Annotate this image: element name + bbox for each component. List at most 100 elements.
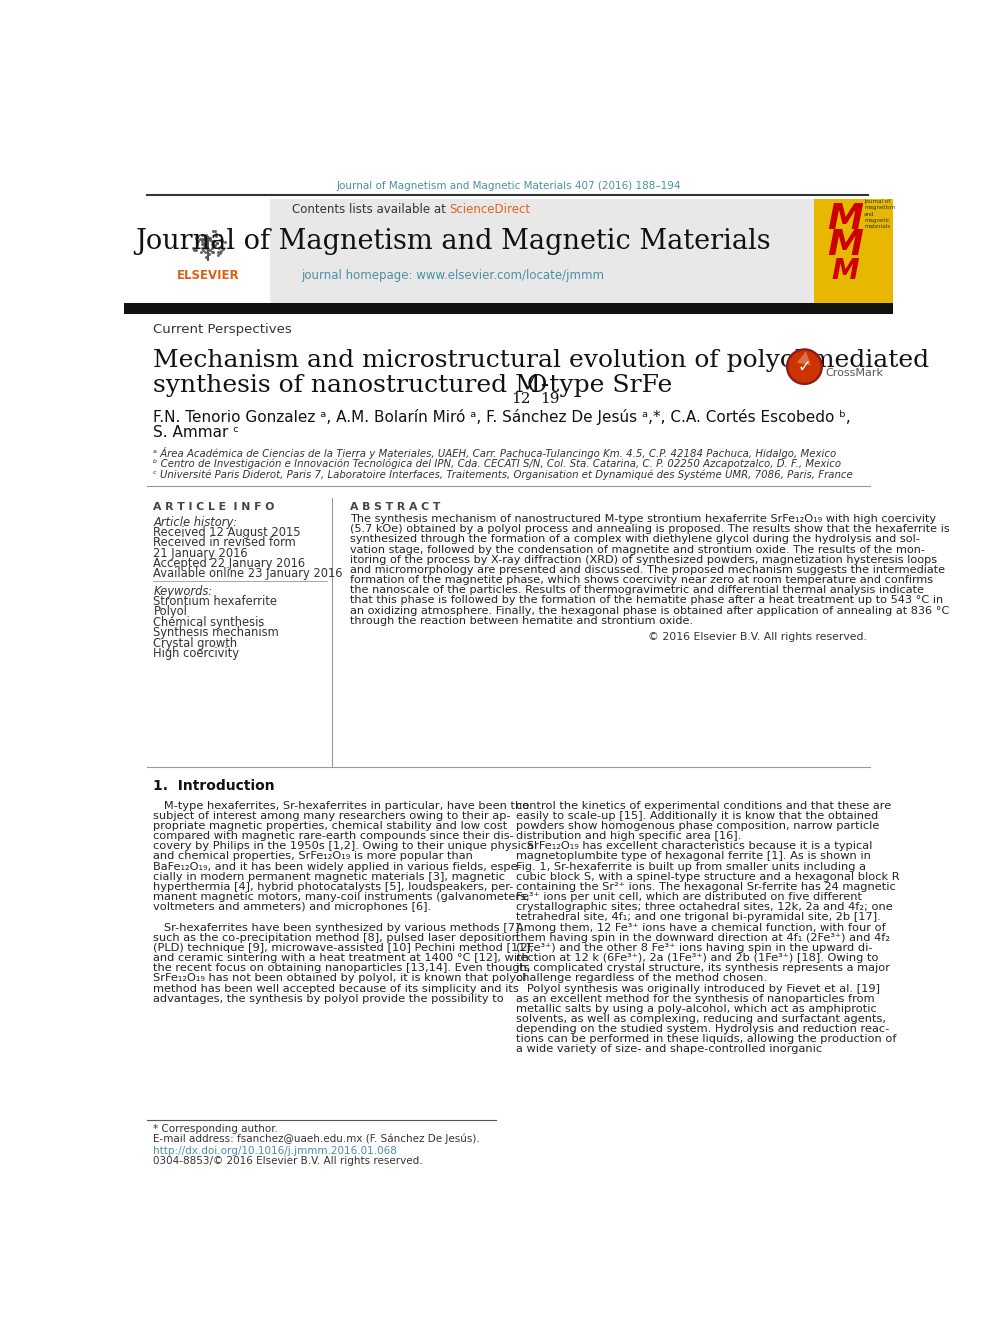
Point	[188, 239, 204, 261]
Point	[217, 232, 233, 253]
Text: propriate magnetic properties, chemical stability and low cost: propriate magnetic properties, chemical …	[154, 820, 508, 831]
Point	[201, 228, 217, 249]
Point	[188, 233, 204, 254]
Text: crystallographic sites; three octahedral sites, 12k, 2a and 4f₂; one: crystallographic sites; three octahedral…	[516, 902, 893, 912]
Text: through the reaction between hematite and strontium oxide.: through the reaction between hematite an…	[350, 615, 693, 626]
Text: advantages, the synthesis by polyol provide the possibility to: advantages, the synthesis by polyol prov…	[154, 994, 504, 1004]
Text: the nanoscale of the particles. Results of thermogravimetric and differential th: the nanoscale of the particles. Results …	[350, 585, 925, 595]
Text: Received in revised form: Received in revised form	[154, 537, 297, 549]
Text: Received 12 August 2015: Received 12 August 2015	[154, 527, 302, 540]
Text: challenge regardless of the method chosen.: challenge regardless of the method chose…	[516, 974, 767, 983]
Point	[210, 245, 226, 266]
Text: 1.  Introduction: 1. Introduction	[154, 778, 275, 792]
Text: control the kinetics of experimental conditions and that these are: control the kinetics of experimental con…	[516, 800, 892, 811]
Point	[211, 230, 227, 251]
Text: F.N. Tenorio Gonzalez ᵃ, A.M. Bolarín Miró ᵃ, F. Sánchez De Jesús ᵃ,*, C.A. Cort: F.N. Tenorio Gonzalez ᵃ, A.M. Bolarín Mi…	[154, 410, 851, 426]
Text: High coercivity: High coercivity	[154, 647, 239, 660]
Point	[198, 224, 214, 245]
Point	[194, 234, 210, 255]
Text: Contents lists available at: Contents lists available at	[292, 202, 449, 216]
Text: © 2016 Elsevier B.V. All rights reserved.: © 2016 Elsevier B.V. All rights reserved…	[648, 632, 866, 642]
Text: The synthesis mechanism of nanostructured M-type strontium hexaferrite SrFe₁₂O₁₉: The synthesis mechanism of nanostructure…	[350, 515, 936, 524]
Text: subject of interest among many researchers owing to their ap-: subject of interest among many researche…	[154, 811, 511, 820]
Text: cially in modern permanent magnetic materials [3], magnetic: cially in modern permanent magnetic mate…	[154, 872, 506, 881]
Text: its complicated crystal structure, its synthesis represents a major: its complicated crystal structure, its s…	[516, 963, 890, 974]
Text: 0304-8853/© 2016 Elsevier B.V. All rights reserved.: 0304-8853/© 2016 Elsevier B.V. All right…	[154, 1155, 423, 1166]
Point	[205, 234, 221, 255]
Text: 12: 12	[511, 392, 531, 406]
Text: itoring of the process by X-ray diffraction (XRD) of synthesized powders, magnet: itoring of the process by X-ray diffract…	[350, 554, 937, 565]
Text: Among them, 12 Fe³⁺ ions have a chemical function, with four of: Among them, 12 Fe³⁺ ions have a chemical…	[516, 922, 886, 933]
Text: and ceramic sintering with a heat treatment at 1400 °C [12], with: and ceramic sintering with a heat treatm…	[154, 953, 530, 963]
Text: the recent focus on obtaining nanoparticles [13,14]. Even though,: the recent focus on obtaining nanopartic…	[154, 963, 531, 974]
Text: Fig. 1, Sr-hexaferrite is built up from smaller units including a: Fig. 1, Sr-hexaferrite is built up from …	[516, 861, 866, 872]
Text: E-mail address: fsanchez@uaeh.edu.mx (F. Sánchez De Jesús).: E-mail address: fsanchez@uaeh.edu.mx (F.…	[154, 1134, 480, 1144]
Text: rection at 12 k (6Fe³⁺), 2a (1Fe³⁺) and 2b (1Fe³⁺) [18]. Owing to: rection at 12 k (6Fe³⁺), 2a (1Fe³⁺) and …	[516, 953, 879, 963]
Point	[186, 238, 201, 259]
Point	[205, 230, 221, 251]
Point	[198, 246, 214, 267]
Point	[212, 242, 228, 263]
Text: 19: 19	[541, 392, 559, 406]
Point	[192, 229, 208, 250]
Text: metallic salts by using a poly-alcohol, which act as amphiprotic: metallic salts by using a poly-alcohol, …	[516, 1004, 877, 1013]
Text: vation stage, followed by the condensation of magnetite and strontium oxide. The: vation stage, followed by the condensati…	[350, 545, 926, 554]
Text: journal homepage: www.elsevier.com/locate/jmmm: journal homepage: www.elsevier.com/locat…	[302, 270, 604, 282]
Point	[196, 234, 212, 255]
Text: SrFe₁₂O₁₉ has not been obtained by polyol, it is known that polyol: SrFe₁₂O₁₉ has not been obtained by polyo…	[154, 974, 527, 983]
Polygon shape	[797, 352, 810, 365]
Text: Polyol: Polyol	[154, 606, 187, 618]
Point	[190, 230, 206, 251]
Text: easily to scale-up [15]. Additionally it is know that the obtained: easily to scale-up [15]. Additionally it…	[516, 811, 878, 820]
Text: containing the Sr²⁺ ions. The hexagonal Sr-ferrite has 24 magnetic: containing the Sr²⁺ ions. The hexagonal …	[516, 882, 896, 892]
Text: a wide variety of size- and shape-controlled inorganic: a wide variety of size- and shape-contro…	[516, 1044, 822, 1054]
Text: Accepted 22 January 2016: Accepted 22 January 2016	[154, 557, 306, 569]
Bar	[124, 303, 893, 315]
Text: (PLD) technique [9], microwave-assisted [10] Pechini method [11],: (PLD) technique [9], microwave-assisted …	[154, 943, 534, 953]
Text: Strontium hexaferrite: Strontium hexaferrite	[154, 595, 278, 609]
Text: method has been well accepted because of its simplicity and its: method has been well accepted because of…	[154, 983, 519, 994]
Text: compared with magnetic rare-earth compounds since their dis-: compared with magnetic rare-earth compou…	[154, 831, 514, 841]
Point	[194, 232, 210, 253]
Text: Fe³⁺ ions per unit cell, which are distributed on five different: Fe³⁺ ions per unit cell, which are distr…	[516, 892, 862, 902]
Text: magnetoplumbite type of hexagonal ferrite [1]. As is shown in: magnetoplumbite type of hexagonal ferrit…	[516, 852, 871, 861]
Point	[211, 224, 227, 245]
Point	[202, 230, 218, 251]
Text: that this phase is followed by the formation of the hematite phase after a heat : that this phase is followed by the forma…	[350, 595, 943, 606]
Text: them having spin in the downward direction at 4f₁ (2Fe³⁺) and 4f₂: them having spin in the downward directi…	[516, 933, 890, 943]
Text: as an excellent method for the synthesis of nanoparticles from: as an excellent method for the synthesis…	[516, 994, 875, 1004]
Point	[210, 242, 226, 263]
Bar	[147, 198, 813, 303]
Point	[207, 234, 223, 255]
Text: Article history:: Article history:	[154, 516, 237, 529]
Point	[192, 241, 208, 262]
Point	[201, 243, 217, 265]
Point	[197, 241, 213, 262]
Point	[204, 242, 220, 263]
Text: O: O	[527, 374, 548, 397]
Text: Mechanism and microstructural evolution of polyol mediated: Mechanism and microstructural evolution …	[154, 349, 930, 372]
Point	[193, 228, 209, 249]
Point	[189, 232, 205, 253]
Text: ScienceDirect: ScienceDirect	[449, 202, 531, 216]
Point	[204, 230, 220, 251]
Point	[195, 239, 211, 261]
Text: synthesis of nanostructured M-type SrFe: synthesis of nanostructured M-type SrFe	[154, 374, 673, 397]
Point	[201, 228, 217, 249]
Text: ᵇ Centro de Investigación e Innovación Tecnológica del IPN, Cda. CECATI S/N, Col: ᵇ Centro de Investigación e Innovación T…	[154, 459, 841, 468]
Point	[208, 225, 224, 246]
Text: covery by Philips in the 1950s [1,2]. Owing to their unique physical: covery by Philips in the 1950s [1,2]. Ow…	[154, 841, 538, 851]
Text: and chemical properties, SrFe₁₂O₁₉ is more popular than: and chemical properties, SrFe₁₂O₁₉ is mo…	[154, 852, 473, 861]
Text: tions can be performed in these liquids, allowing the production of: tions can be performed in these liquids,…	[516, 1035, 897, 1044]
Text: Sr-hexaferrites have been synthesized by various methods [7],: Sr-hexaferrites have been synthesized by…	[154, 922, 524, 933]
Text: tetrahedral site, 4f₁; and one trigonal bi-pyramidal site, 2b [17].: tetrahedral site, 4f₁; and one trigonal …	[516, 913, 881, 922]
Bar	[147, 198, 270, 303]
Point	[198, 237, 214, 258]
Text: * Corresponding author.: * Corresponding author.	[154, 1125, 279, 1134]
Text: M: M	[831, 257, 858, 286]
Text: S. Ammar ᶜ: S. Ammar ᶜ	[154, 426, 239, 441]
Text: solvents, as well as complexing, reducing and surfactant agents,: solvents, as well as complexing, reducin…	[516, 1013, 886, 1024]
Text: Chemical synthesis: Chemical synthesis	[154, 615, 265, 628]
Text: A B S T R A C T: A B S T R A C T	[350, 501, 440, 512]
Text: manent magnetic motors, many-coil instruments (galvanometers,: manent magnetic motors, many-coil instru…	[154, 892, 530, 902]
